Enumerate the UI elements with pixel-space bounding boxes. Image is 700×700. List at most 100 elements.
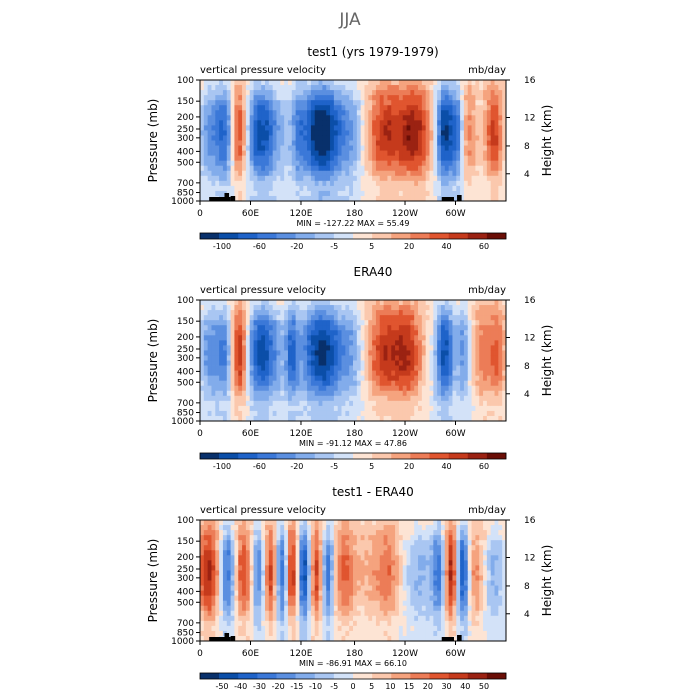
heatmap-cell [360, 185, 365, 192]
heatmap-cell [307, 80, 312, 86]
heatmap-cell [372, 195, 377, 202]
heatmap-cell [238, 365, 243, 371]
heatmap-cell [330, 165, 335, 172]
heatmap-cell [498, 350, 503, 356]
heatmap-cell [284, 595, 289, 602]
heatmap-cell [398, 405, 404, 412]
heatmap-cell [421, 140, 427, 146]
heatmap-cell [333, 135, 339, 141]
heatmap-cell [418, 370, 423, 377]
heatmap-cell [211, 315, 216, 321]
heatmap-cell [425, 380, 430, 387]
heatmap-cell [310, 150, 316, 157]
heatmap-cell [479, 365, 484, 371]
heatmap-cell [448, 165, 453, 172]
heatmap-cell [268, 625, 274, 632]
heatmap-cell [349, 170, 354, 177]
heatmap-cell [276, 85, 281, 91]
heatmap-cell [391, 345, 396, 351]
heatmap-cell [303, 580, 308, 586]
heatmap-cell [303, 365, 308, 371]
x-tick-label: 120W [392, 209, 418, 219]
heatmap-cell [238, 610, 243, 617]
heatmap-cell [295, 165, 300, 172]
heatmap-cell [345, 155, 350, 162]
heatmap-cell [253, 175, 258, 182]
heatmap-cell [314, 635, 319, 642]
heatmap-cell [433, 135, 438, 141]
heatmap-cell [245, 140, 251, 146]
variable-label: vertical pressure velocity [200, 65, 326, 76]
heatmap-cell [448, 325, 453, 331]
heatmap-cell [242, 315, 247, 321]
heatmap-cell [372, 130, 377, 136]
heatmap-cell [322, 610, 327, 617]
heatmap-cell [257, 85, 262, 91]
heatmap-cell [444, 130, 450, 136]
heatmap-cell [410, 345, 415, 351]
heatmap-cell [230, 360, 235, 366]
heatmap-cell [456, 335, 461, 341]
heatmap-cell [265, 85, 270, 91]
heatmap-cell [322, 335, 327, 341]
heatmap-cell [494, 105, 499, 111]
heatmap-cell [287, 325, 293, 331]
heatmap-cell [345, 635, 350, 642]
heatmap-cell [456, 300, 461, 306]
heatmap-cell [234, 620, 239, 627]
heatmap-cell [291, 635, 297, 642]
heatmap-cell [483, 135, 488, 141]
heatmap-cell [287, 405, 293, 412]
heatmap-cell [249, 355, 254, 361]
heatmap-cell [368, 345, 373, 351]
heatmap-cell [307, 120, 312, 126]
heatmap-cell [215, 405, 220, 412]
heatmap-cell [490, 405, 495, 412]
heatmap-cell [341, 335, 346, 341]
heatmap-cell [222, 535, 228, 541]
heatmap-cell [318, 180, 323, 187]
heatmap-cell [215, 80, 220, 86]
heatmap-cell [421, 335, 427, 341]
heatmap-cell [406, 325, 411, 331]
heatmap-cell [502, 400, 507, 407]
heatmap-cell [257, 190, 262, 197]
heatmap-cell [219, 315, 224, 321]
heatmap-cell [265, 380, 270, 387]
heatmap-cell [253, 135, 258, 141]
heatmap-cell [265, 150, 270, 157]
heatmap-cell [483, 120, 488, 126]
heatmap-cell [219, 360, 224, 366]
heatmap-cell [257, 555, 262, 561]
heatmap-cell [364, 305, 369, 311]
heatmap-cell [310, 185, 316, 192]
heatmap-cell [268, 345, 274, 351]
heatmap-cell [368, 195, 373, 202]
heatmap-cell [238, 380, 243, 387]
heatmap-cell [238, 170, 243, 177]
heatmap-cell [226, 365, 232, 371]
heatmap-cell [463, 195, 469, 202]
heatmap-cell [345, 325, 350, 331]
heatmap-cell [219, 540, 224, 546]
heatmap-cell [219, 590, 224, 597]
heatmap-cell [433, 90, 438, 96]
heatmap-cell [475, 400, 480, 407]
heatmap-cell [395, 380, 400, 387]
heatmap-cell [398, 110, 404, 116]
heatmap-cell [200, 195, 205, 202]
heatmap-cell [299, 615, 304, 622]
heatmap-cell [203, 305, 209, 311]
heatmap-cell [330, 575, 335, 581]
heatmap-cell [383, 195, 388, 202]
heatmap-cell [207, 85, 212, 91]
heatmap-cell [203, 175, 209, 182]
heatmap-cell [310, 140, 316, 146]
heatmap-cell [391, 325, 396, 331]
heatmap-cell [272, 190, 277, 197]
heatmap-cell [456, 320, 461, 326]
heatmap-cell [276, 530, 281, 536]
heatmap-cell [452, 185, 457, 192]
heatmap-cell [230, 85, 235, 91]
heatmap-cell [349, 620, 354, 627]
